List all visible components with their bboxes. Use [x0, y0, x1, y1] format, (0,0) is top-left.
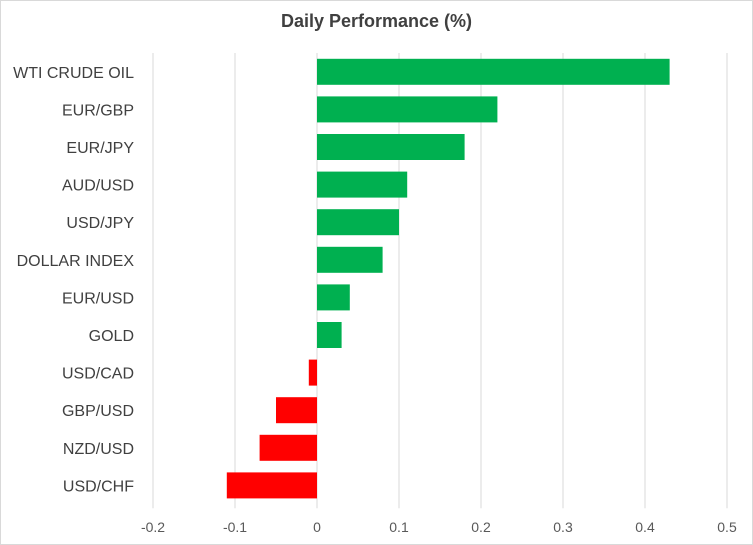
category-label: EUR/GBP: [62, 102, 134, 119]
x-tick-label: 0.2: [471, 519, 491, 535]
x-tick-label: 0.3: [553, 519, 573, 535]
category-label: DOLLAR INDEX: [17, 253, 135, 270]
x-tick-label: 0.4: [635, 519, 655, 535]
category-label: USD/CHF: [63, 478, 134, 495]
x-tick-label: -0.1: [223, 519, 247, 535]
bar: [317, 134, 465, 160]
bar: [317, 322, 342, 348]
category-label: EUR/JPY: [66, 140, 134, 157]
bar: [317, 96, 498, 123]
bar: [308, 359, 317, 386]
category-label: NZD/USD: [63, 441, 134, 458]
category-label: USD/JPY: [66, 215, 134, 232]
bar: [226, 472, 317, 499]
x-tick-label: 0.5: [717, 519, 737, 535]
chart-title: Daily Performance (%): [280, 11, 473, 31]
category-label: AUD/USD: [62, 178, 134, 195]
bar: [259, 434, 317, 461]
category-label: GOLD: [89, 328, 134, 345]
x-tick-label: -0.2: [141, 519, 165, 535]
category-label: EUR/USD: [62, 290, 134, 307]
category-label: GBP/USD: [62, 403, 134, 420]
bar: [317, 246, 383, 273]
bar: [276, 397, 317, 424]
bar: [317, 171, 408, 198]
bar: [317, 284, 350, 311]
category-label: USD/CAD: [62, 366, 134, 383]
bar: [317, 209, 399, 236]
bar: [317, 58, 670, 85]
x-tick-label: 0: [313, 519, 321, 535]
x-tick-label: 0.1: [389, 519, 409, 535]
category-label: WTI CRUDE OIL: [13, 65, 134, 82]
